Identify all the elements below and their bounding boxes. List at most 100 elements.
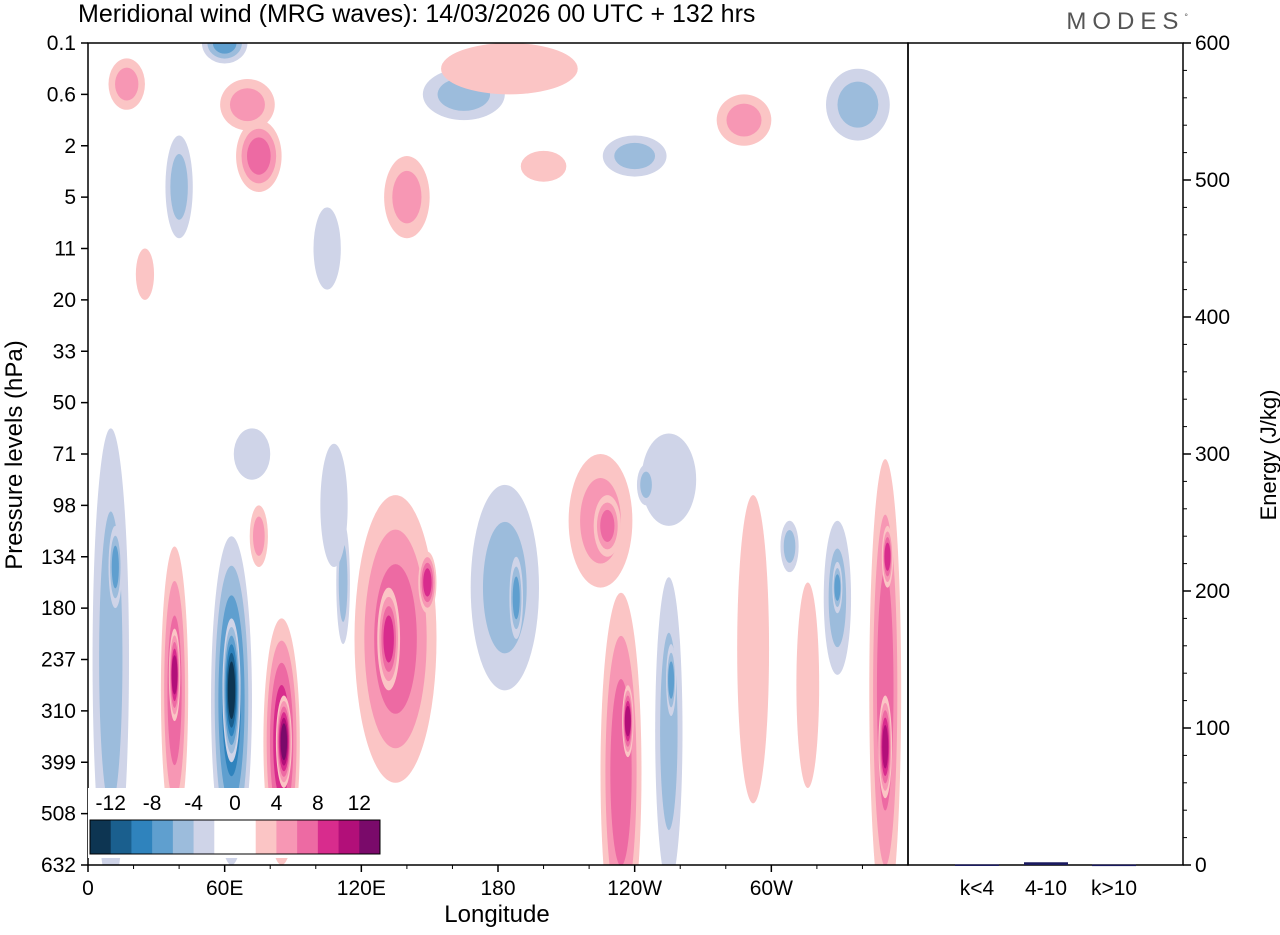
colorbar-swatch	[338, 820, 360, 854]
x-tick-label: 120E	[337, 877, 386, 900]
wind-contour-pos-upper-285-5	[726, 103, 762, 137]
y-tick-label: 11	[54, 238, 76, 261]
x-tick-label: 60W	[750, 877, 793, 900]
bar-category-label: k>10	[1091, 877, 1137, 900]
energy-bar-chart: k<4 4-10 k>10 0 100 200 300 400 500 600 Energy (…	[907, 32, 1280, 900]
wind-anomaly-neg-mid-110	[320, 443, 348, 568]
wind-contour-pos-lower-295-3	[737, 495, 770, 804]
x-tick-label: 0	[82, 877, 94, 900]
colorbar-label: 8	[312, 792, 324, 815]
y-tick-label: 71	[53, 443, 76, 466]
colorbar-label: 0	[229, 792, 241, 815]
wind-contour-pos-lower-352-core-b-9	[884, 542, 891, 571]
bar-y-tick-label: 500	[1195, 169, 1230, 192]
wind-anomaly-pos-lower-295	[737, 495, 770, 804]
colorbar-swatch	[193, 820, 215, 854]
wind-anomaly-pos-upper-285	[716, 94, 772, 146]
wind-contour-pos-upper-225-core-7	[600, 509, 615, 542]
chart-title: Meridional wind (MRG waves): 14/03/2026 …	[78, 0, 755, 28]
y-tick-label: 632	[41, 854, 76, 877]
wind-contour-neg-lower-112--5	[338, 542, 348, 622]
wind-anomaly-neg-lower-0-core	[108, 525, 123, 609]
bar-y-tick-label: 100	[1195, 717, 1230, 740]
x-tick-label: 120W	[607, 877, 662, 900]
colorbar-swatch	[131, 820, 153, 854]
wind-anomaly-neg-upper-105	[313, 207, 341, 290]
bar-y-axis-label: Energy (J/kg)	[1256, 390, 1280, 521]
colorbar-label: 12	[348, 792, 371, 815]
colorbar-swatch	[152, 820, 174, 854]
wind-contour-neg-lower-62-core--13	[227, 661, 236, 720]
y-tick-label: 237	[41, 649, 76, 672]
brand-logo: MODES°	[1066, 8, 1188, 36]
wind-contour-pos-upper-180-3	[441, 43, 578, 95]
wind-contour-neg-lower-328-core--7	[834, 574, 841, 601]
wind-contour-neg-upper-250--3	[641, 433, 697, 526]
wind-anomaly-neg-lower-255-core	[666, 644, 677, 717]
wind-contour-neg-lower-255-core--7	[668, 661, 675, 699]
wind-anomaly-pos-upper-25b	[135, 248, 155, 300]
wind-anomaly-neg-lower-62-core	[222, 618, 241, 763]
colorbar-swatch	[255, 820, 277, 854]
y-tick-label: 50	[53, 392, 76, 415]
wind-contour-neg-upper-60--7	[212, 43, 237, 54]
wind-contour-pos-lower-78-small-5	[253, 516, 265, 556]
wind-anomaly-neg-upper-340	[826, 68, 890, 141]
y-tick-label: 2	[64, 135, 76, 158]
y-tick-label: 98	[53, 494, 76, 517]
energy-bar-k>10	[1092, 864, 1136, 867]
wind-anomaly-pos-upper-75	[236, 120, 282, 192]
wind-contour-neg-lower-188-core--7	[512, 576, 520, 620]
colorbar-label: -12	[96, 792, 126, 815]
x-tick-label: 180	[480, 877, 515, 900]
wind-anomaly-neg-upper-250	[641, 433, 697, 526]
y-tick-label: 5	[64, 186, 76, 209]
heatmap-field	[92, 43, 902, 865]
wind-anomaly-neg-lower-188-core	[509, 556, 524, 639]
y-axis: 0.1 0.6 2 5 11 20 33 50 71 98 134 180 237 310 399 508 63…	[41, 32, 88, 877]
wind-anomaly-pos-upper-180	[441, 43, 578, 95]
wind-contour-neg-upper-240--5	[614, 142, 656, 170]
x-axis-label: Longitude	[444, 901, 549, 928]
wind-contour-pos-lower-352-core-a-11	[882, 725, 889, 769]
y-tick-label: 33	[53, 340, 76, 363]
energy-bar-k<4	[955, 864, 999, 866]
wind-contour-pos-upper-25b-3	[135, 248, 155, 300]
wind-anomaly-pos-lower-352-core-b	[881, 525, 894, 588]
wind-contour-pos-lower-232-core-11	[624, 705, 631, 737]
wind-anomaly-neg-upper-40	[165, 135, 193, 239]
wind-anomaly-neg-upper-240	[602, 135, 667, 177]
bar-category-label: 4-10	[1025, 877, 1067, 900]
colorbar-swatch	[110, 820, 132, 854]
bar-plot-frame	[907, 42, 1184, 866]
wind-anomaly-neg-upper-60	[201, 43, 248, 64]
wind-anomaly-pos-lower-352-core-a	[878, 695, 893, 799]
brand-mark: °	[1184, 12, 1188, 22]
bar-category-label: k<4	[960, 877, 995, 900]
colorbar-swatch	[317, 820, 340, 854]
wind-contour-neg-upper-250-core--5	[640, 471, 652, 498]
colorbar-frame	[89, 819, 381, 855]
bar-y-tick-label: 300	[1195, 443, 1230, 466]
bar-y-tick-label: 0	[1195, 854, 1207, 877]
x-axis: 0 60E 120E 180 120W 60W	[82, 865, 863, 900]
wind-anomaly-pos-lower-78-small	[249, 505, 268, 568]
y-tick-label: 508	[41, 803, 76, 826]
wind-anomaly-pos-lower-352	[869, 459, 902, 865]
wind-contour-pos-lower-85-core-13	[280, 723, 288, 761]
wind-anomaly-neg-upper-250-core	[636, 464, 656, 506]
colorbar-swatch	[297, 820, 319, 854]
colorbar-swatch	[359, 820, 381, 854]
bar-y-tick-label: 600	[1195, 32, 1230, 55]
wind-anomaly-pos-upper-20	[108, 58, 145, 110]
wind-anomaly-pos-lower-148-core	[418, 551, 437, 614]
colorbar-swatch	[214, 820, 236, 854]
wind-anomaly-neg-lower-328-core	[832, 561, 843, 614]
x-tick-label: 60E	[206, 877, 243, 900]
wind-contour-pos-upper-75-b-5	[229, 88, 265, 122]
bar-series	[955, 862, 1136, 867]
heatmap-chart: 0 60E 120E 180 120W 60W 0.1 0.6 2 5 11 20 33 50 71 98 1…	[1, 32, 909, 928]
wind-anomaly-pos-upper-225-core	[593, 495, 621, 557]
